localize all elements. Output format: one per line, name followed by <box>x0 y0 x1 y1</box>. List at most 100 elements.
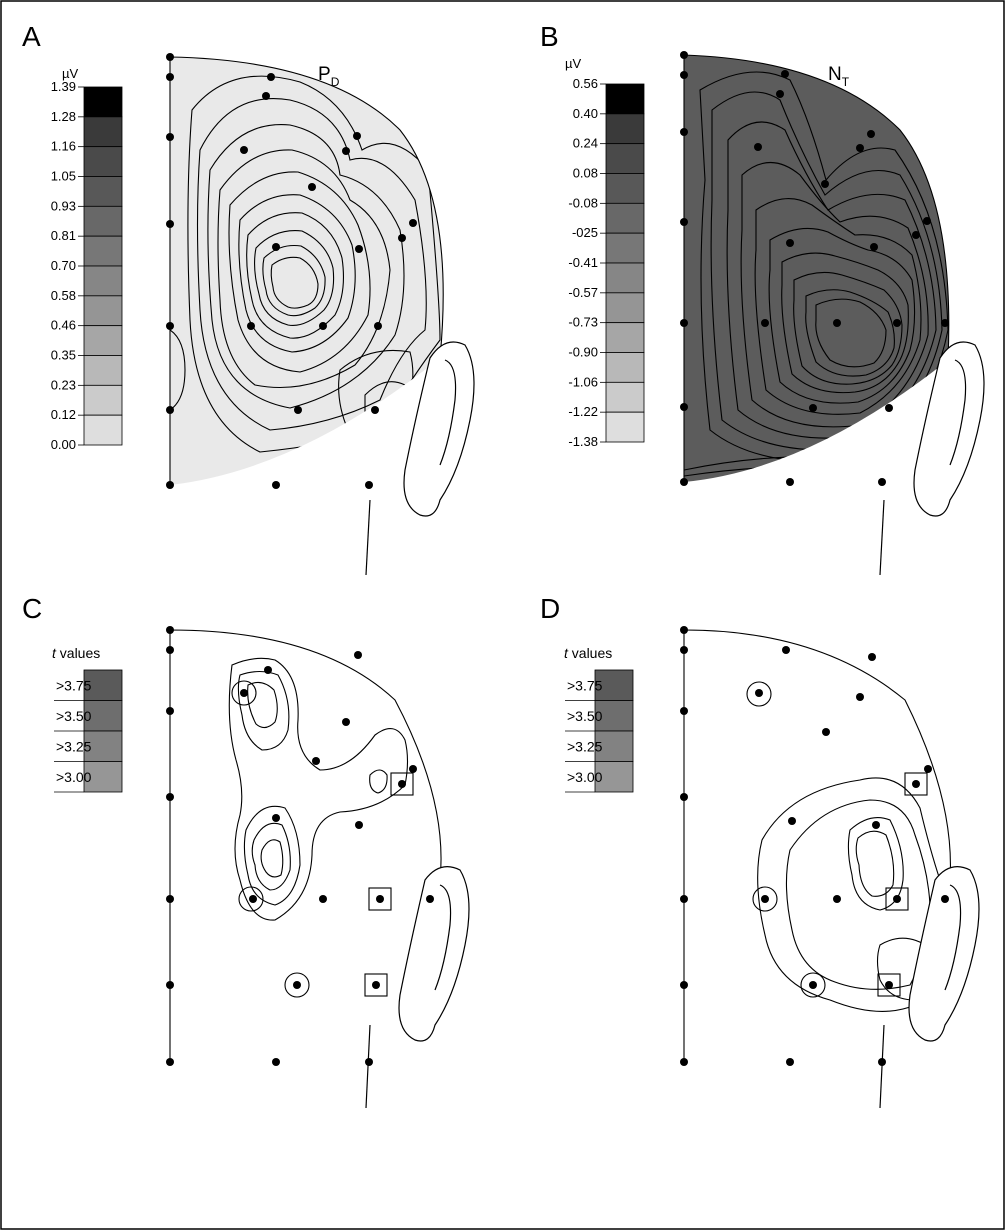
scale-a-swatch <box>83 355 123 386</box>
electrode-dot <box>354 651 362 659</box>
map-b-contour <box>805 289 895 377</box>
electrode-dot <box>893 895 901 903</box>
map-a-contour <box>270 256 319 309</box>
electrode-dot <box>786 1058 794 1066</box>
t-legend-d-title-italic: t <box>564 645 569 661</box>
map-b-background <box>684 55 949 482</box>
scale-a-tick-label: 0.00 <box>51 437 76 452</box>
electrode-dot <box>371 406 379 414</box>
electrode-dot <box>680 793 688 801</box>
electrode-dot <box>240 146 248 154</box>
panel-d: D t values >3.75 >3.50 >3.25 >3.00 <box>540 593 980 1109</box>
significance-square-marker <box>390 772 414 796</box>
map-d-ear <box>879 866 980 1109</box>
map-a-contour <box>253 230 335 326</box>
significance-square-marker <box>904 772 928 796</box>
scale-b-swatch <box>605 202 645 234</box>
electrode-dot <box>680 403 688 411</box>
scale-a-swatch <box>83 146 123 177</box>
scale-b-swatch <box>605 352 645 383</box>
scale-b-tick-label: 0.56 <box>573 76 598 91</box>
electrode-dot <box>680 1058 688 1066</box>
scale-b-tick-label: 0.08 <box>573 166 598 181</box>
electrode-dot <box>833 895 841 903</box>
electrode-dot <box>267 73 275 81</box>
scale-b-tick-label: -1.22 <box>568 404 598 419</box>
electrode-dot <box>755 689 763 697</box>
electrode-dot <box>878 478 886 486</box>
electrode-dot <box>409 219 417 227</box>
scale-a-swatch <box>83 295 123 327</box>
scale-b-tick-label: -0.90 <box>568 345 598 360</box>
title-b-sub: T <box>842 75 850 89</box>
electrode-dot <box>308 183 316 191</box>
map-a-contour <box>246 212 344 339</box>
electrode-dot <box>878 1058 886 1066</box>
electrode-dot <box>912 780 920 788</box>
electrode-dot <box>166 53 174 61</box>
electrode-dot <box>856 693 864 701</box>
electrode-dot <box>680 218 688 226</box>
electrode-dot <box>680 626 688 634</box>
electrode-dot <box>342 718 350 726</box>
electrode-dot <box>872 821 880 829</box>
electrode-dot <box>856 144 864 152</box>
map-d-region <box>855 830 895 897</box>
scale-a-swatch <box>83 235 123 267</box>
scale-a-swatch <box>83 116 123 148</box>
electrode-dot <box>912 231 920 239</box>
map-c-ear <box>365 866 470 1109</box>
scale-b-tick-label: -0.41 <box>568 255 598 270</box>
scale-b-tick-label: -1.06 <box>568 374 598 389</box>
electrode-dot <box>923 217 931 225</box>
map-b-contour <box>699 71 949 463</box>
electrode-dot <box>272 481 280 489</box>
electrode-dot <box>342 147 350 155</box>
scale-b-swatch <box>605 411 645 443</box>
scale-a-tick-label: 0.93 <box>51 198 76 213</box>
electrode-dot <box>680 478 688 486</box>
map-a <box>169 56 475 576</box>
map-b-contour <box>726 121 937 439</box>
electrode-dot <box>761 319 769 327</box>
map-b <box>683 54 985 576</box>
electrode-dot <box>782 646 790 654</box>
t-legend-c-swatch <box>83 700 123 732</box>
scale-a-swatch <box>83 414 123 446</box>
map-b-contour <box>768 227 916 404</box>
map-a-background <box>170 57 444 485</box>
electrode-dot <box>680 128 688 136</box>
scale-a-tick-label: 1.16 <box>51 139 76 154</box>
electrode-dot <box>821 180 829 188</box>
scale-b-swatch <box>605 173 645 204</box>
significance-circle-marker <box>752 886 778 912</box>
title-a-main: P <box>318 64 331 85</box>
electrode-dot <box>374 322 382 330</box>
map-a-contour <box>196 98 427 431</box>
t-legend-c-tick-label: >3.25 <box>56 738 92 754</box>
significance-circle-marker <box>284 972 310 998</box>
title-b-main: N <box>828 64 842 85</box>
electrode-dot <box>680 895 688 903</box>
t-legend-c-tick-label: >3.00 <box>56 769 92 785</box>
scale-a-tick-label: 1.05 <box>51 169 76 184</box>
electrode-dot <box>166 133 174 141</box>
electrode-dot <box>426 895 434 903</box>
panel-letter-a: A <box>22 21 41 52</box>
electrode-dot <box>833 319 841 327</box>
electrode-dot <box>781 70 789 78</box>
scale-b-swatch <box>605 322 645 353</box>
scale-a-swatch <box>83 205 123 237</box>
t-legend-c-swatch <box>83 730 123 762</box>
map-b-contour <box>781 252 909 394</box>
scale-b-swatch <box>605 292 645 324</box>
scale-a-tick-label: 1.39 <box>51 79 76 94</box>
significance-circle-marker <box>800 972 826 998</box>
map-a-contour <box>207 123 405 409</box>
significance-square-marker <box>885 887 909 911</box>
electrode-dot <box>166 793 174 801</box>
electrode-dot <box>272 1058 280 1066</box>
t-legend-d-title: t values <box>564 645 612 661</box>
